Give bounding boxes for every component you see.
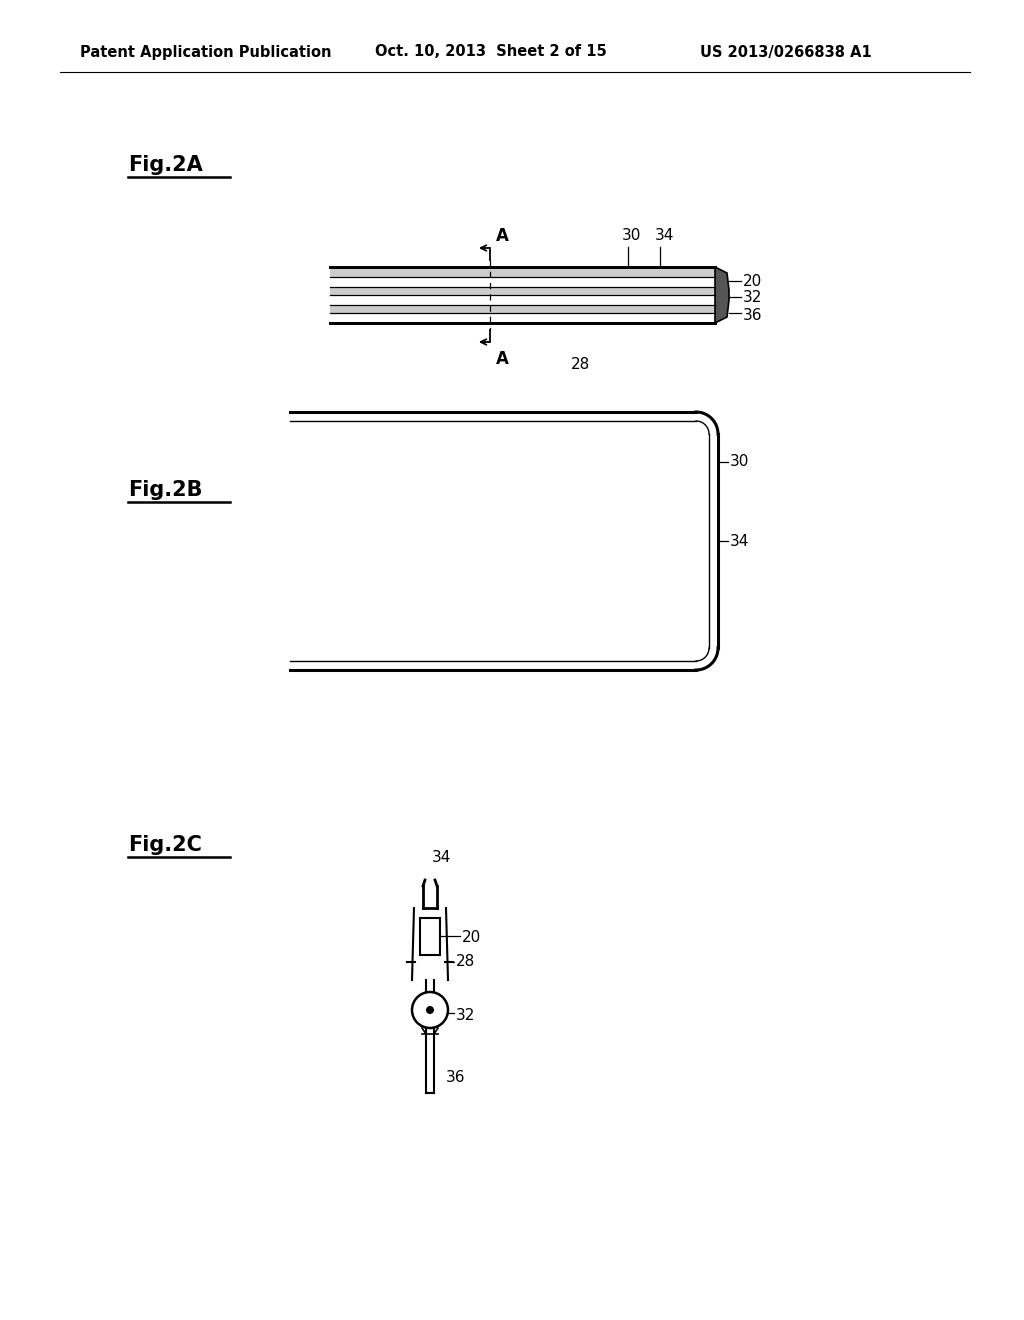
Text: 20: 20 [743,273,762,289]
Text: 32: 32 [456,1007,475,1023]
Text: US 2013/0266838 A1: US 2013/0266838 A1 [700,45,871,59]
Text: A: A [496,227,509,246]
Text: 30: 30 [622,228,641,243]
Text: 34: 34 [655,228,675,243]
Text: Fig.2C: Fig.2C [128,836,202,855]
Bar [330,267,715,277]
Text: Patent Application Publication: Patent Application Publication [80,45,332,59]
Bar [420,917,440,954]
Text: 20: 20 [462,931,481,945]
Text: 30: 30 [730,454,750,470]
Text: 36: 36 [446,1071,466,1085]
Text: 34: 34 [730,533,750,549]
Text: Oct. 10, 2013  Sheet 2 of 15: Oct. 10, 2013 Sheet 2 of 15 [375,45,607,59]
Text: Fig.2B: Fig.2B [128,480,203,500]
Text: 28: 28 [456,954,475,969]
Text: A: A [496,350,509,368]
Circle shape [412,993,449,1028]
Text: 28: 28 [570,356,590,372]
Polygon shape [715,267,729,323]
Bar [330,286,715,294]
Text: 34: 34 [432,850,452,865]
Text: 32: 32 [743,289,763,305]
Circle shape [426,1006,434,1014]
Text: Fig.2A: Fig.2A [128,154,203,176]
Text: 36: 36 [743,308,763,322]
Bar [330,305,715,313]
